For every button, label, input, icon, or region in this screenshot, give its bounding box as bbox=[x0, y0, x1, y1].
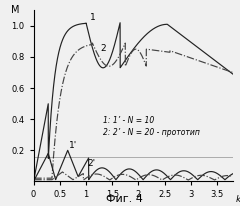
Text: Фиг. 4: Фиг. 4 bbox=[106, 194, 143, 204]
Text: 2': 2' bbox=[87, 159, 95, 168]
Text: 2: 2 bbox=[101, 44, 106, 53]
Text: 1: 1 bbox=[90, 13, 96, 22]
Text: M: M bbox=[12, 5, 20, 15]
Text: 1: 1’ - N = 10
2: 2’ - N = 20 - прототип: 1: 1’ - N = 10 2: 2’ - N = 20 - прототип bbox=[103, 116, 200, 137]
Text: ka: ka bbox=[235, 195, 240, 204]
Text: 1': 1' bbox=[69, 141, 77, 150]
